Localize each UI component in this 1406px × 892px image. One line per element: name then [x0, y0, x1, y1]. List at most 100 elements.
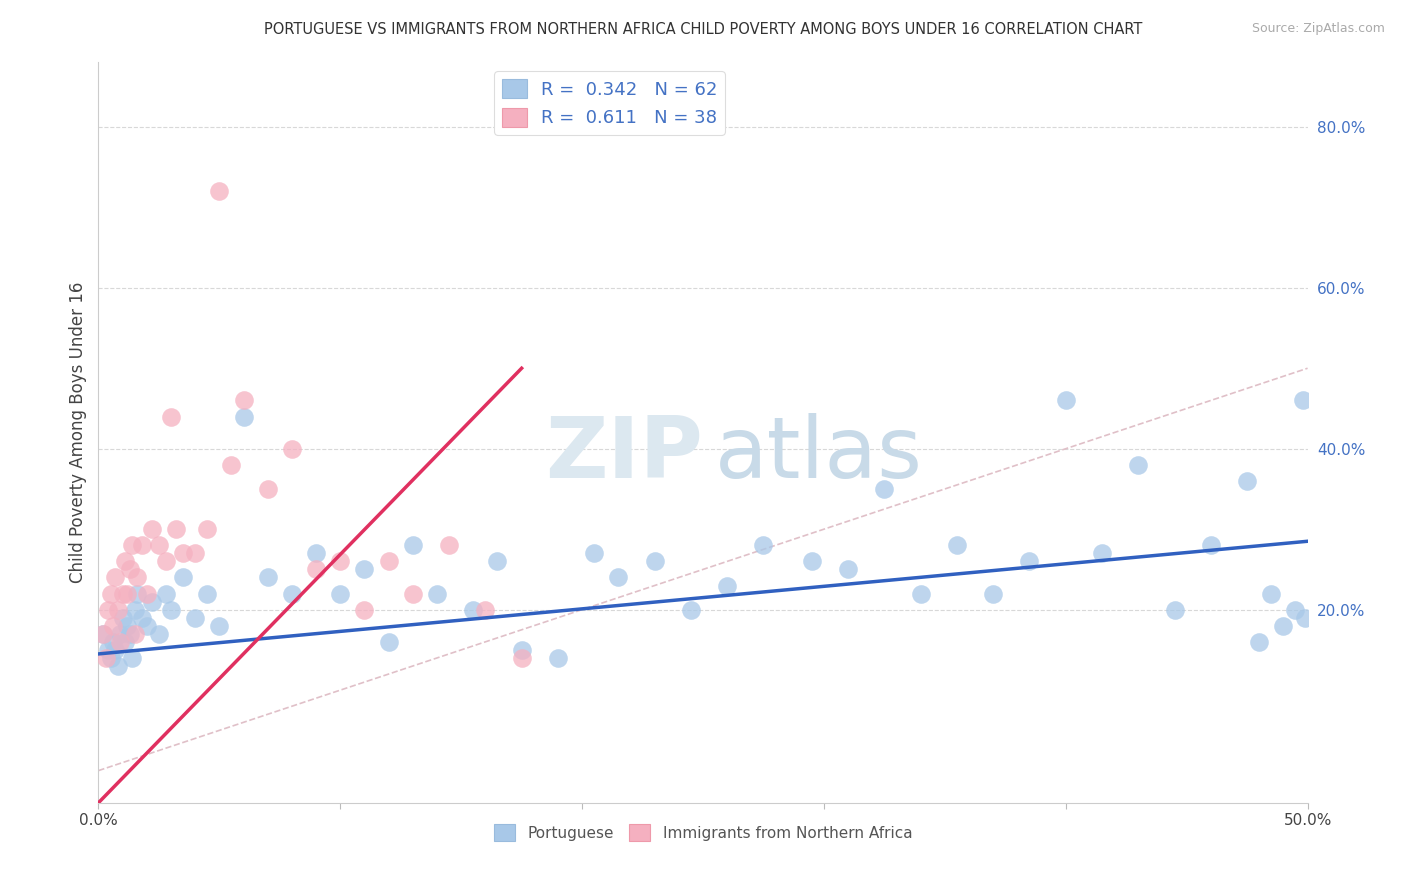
- Point: [402, 538, 425, 552]
- Point: [1128, 458, 1150, 472]
- Point: [1091, 546, 1114, 560]
- Point: [184, 610, 207, 624]
- Y-axis label: Child Poverty Among Boys Under 16: Child Poverty Among Boys Under 16: [69, 282, 87, 583]
- Point: [281, 442, 304, 456]
- Point: [486, 554, 509, 568]
- Point: [117, 586, 139, 600]
- Point: [104, 643, 127, 657]
- Point: [101, 635, 124, 649]
- Point: [377, 635, 399, 649]
- Point: [837, 562, 859, 576]
- Point: [329, 554, 352, 568]
- Point: [873, 482, 896, 496]
- Point: [463, 602, 485, 616]
- Point: [114, 635, 136, 649]
- Point: [1054, 393, 1077, 408]
- Point: [232, 409, 254, 424]
- Point: [208, 619, 231, 633]
- Point: [121, 538, 143, 552]
- Point: [256, 570, 278, 584]
- Text: ZIP: ZIP: [546, 413, 703, 496]
- Point: [195, 522, 218, 536]
- Point: [208, 184, 231, 198]
- Point: [195, 586, 218, 600]
- Point: [583, 546, 606, 560]
- Point: [104, 570, 127, 584]
- Point: [165, 522, 187, 536]
- Point: [946, 538, 969, 552]
- Point: [184, 546, 207, 560]
- Point: [1018, 554, 1040, 568]
- Point: [117, 619, 139, 633]
- Point: [377, 554, 399, 568]
- Point: [107, 659, 129, 673]
- Point: [752, 538, 775, 552]
- Point: [800, 554, 823, 568]
- Text: PORTUGUESE VS IMMIGRANTS FROM NORTHERN AFRICA CHILD POVERTY AMONG BOYS UNDER 16 : PORTUGUESE VS IMMIGRANTS FROM NORTHERN A…: [264, 22, 1142, 37]
- Point: [91, 627, 114, 641]
- Point: [160, 409, 183, 424]
- Point: [474, 602, 496, 616]
- Point: [148, 538, 170, 552]
- Point: [94, 651, 117, 665]
- Point: [1249, 635, 1271, 649]
- Point: [127, 570, 149, 584]
- Point: [426, 586, 449, 600]
- Point: [101, 619, 124, 633]
- Point: [172, 570, 194, 584]
- Point: [97, 643, 120, 657]
- Point: [305, 562, 328, 576]
- Point: [1236, 474, 1258, 488]
- Point: [1284, 602, 1306, 616]
- Point: [135, 586, 157, 600]
- Point: [111, 586, 134, 600]
- Point: [1199, 538, 1222, 552]
- Point: [131, 610, 153, 624]
- Point: [1294, 610, 1316, 624]
- Text: Source: ZipAtlas.com: Source: ZipAtlas.com: [1251, 22, 1385, 36]
- Point: [221, 458, 243, 472]
- Point: [108, 635, 131, 649]
- Point: [155, 554, 177, 568]
- Point: [141, 522, 163, 536]
- Point: [353, 562, 375, 576]
- Point: [679, 602, 702, 616]
- Point: [232, 393, 254, 408]
- Point: [716, 578, 738, 592]
- Point: [114, 554, 136, 568]
- Point: [437, 538, 460, 552]
- Point: [281, 586, 304, 600]
- Point: [510, 651, 533, 665]
- Point: [118, 627, 141, 641]
- Point: [1272, 619, 1295, 633]
- Point: [108, 627, 131, 641]
- Point: [1260, 586, 1282, 600]
- Point: [121, 651, 143, 665]
- Point: [981, 586, 1004, 600]
- Point: [1292, 393, 1315, 408]
- Point: [135, 619, 157, 633]
- Point: [141, 594, 163, 608]
- Legend: Portuguese, Immigrants from Northern Africa: Portuguese, Immigrants from Northern Afr…: [488, 818, 918, 847]
- Text: atlas: atlas: [716, 413, 924, 496]
- Point: [148, 627, 170, 641]
- Point: [100, 651, 122, 665]
- Point: [124, 627, 146, 641]
- Point: [910, 586, 932, 600]
- Point: [111, 610, 134, 624]
- Point: [124, 602, 146, 616]
- Point: [329, 586, 352, 600]
- Point: [118, 562, 141, 576]
- Point: [547, 651, 569, 665]
- Point: [172, 546, 194, 560]
- Point: [131, 538, 153, 552]
- Point: [305, 546, 328, 560]
- Point: [256, 482, 278, 496]
- Point: [155, 586, 177, 600]
- Point: [607, 570, 630, 584]
- Point: [510, 643, 533, 657]
- Point: [353, 602, 375, 616]
- Point: [127, 586, 149, 600]
- Point: [97, 602, 120, 616]
- Point: [1163, 602, 1185, 616]
